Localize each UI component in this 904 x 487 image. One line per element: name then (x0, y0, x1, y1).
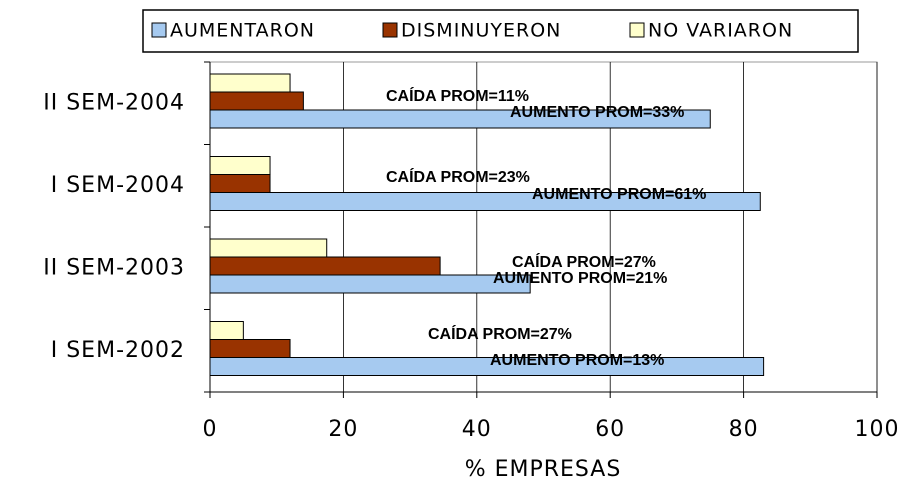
legend-label: AUMENTARON (170, 20, 315, 42)
legend-label: DISMINUYERON (401, 20, 561, 42)
x-tick-label: 80 (729, 417, 759, 442)
x-tick-label: 40 (462, 417, 492, 442)
bar (209, 339, 291, 358)
x-tick-label: 100 (855, 417, 900, 442)
bar (209, 256, 441, 276)
bar (209, 156, 271, 175)
x-axis-label: % EMPRESAS (465, 457, 622, 482)
y-tick-label: I SEM-2002 (51, 338, 185, 363)
annotation: AUMENTO PROM=21% (493, 270, 667, 287)
x-tick-label: 0 (203, 417, 218, 442)
legend-swatch (629, 22, 645, 38)
annotation: CAÍDA PROM=23% (386, 167, 530, 186)
bar (209, 321, 244, 340)
annotation: AUMENTO PROM=61% (532, 186, 706, 203)
legend-label: NO VARIARON (648, 20, 793, 42)
x-tick-label: 60 (595, 417, 625, 442)
bar (209, 357, 765, 376)
legend-swatch (151, 22, 167, 38)
bar (209, 91, 304, 111)
legend-swatch (382, 22, 398, 38)
y-tick-label: II SEM-2004 (43, 90, 185, 115)
y-tick-label: I SEM-2004 (51, 173, 185, 198)
annotation: CAÍDA PROM=27% (512, 252, 656, 271)
bar (209, 73, 291, 93)
y-tick-label: II SEM-2003 (43, 255, 185, 280)
bar (209, 238, 328, 258)
annotation: CAÍDA PROM=27% (428, 324, 572, 343)
legend-box (142, 9, 859, 53)
x-tick-label: 20 (328, 417, 358, 442)
annotation: CAÍDA PROM=11% (386, 86, 529, 105)
annotation: AUMENTO PROM=33% (510, 104, 684, 121)
bar (209, 174, 271, 193)
annotation: AUMENTO PROM=13% (490, 352, 664, 369)
bar (209, 274, 531, 294)
